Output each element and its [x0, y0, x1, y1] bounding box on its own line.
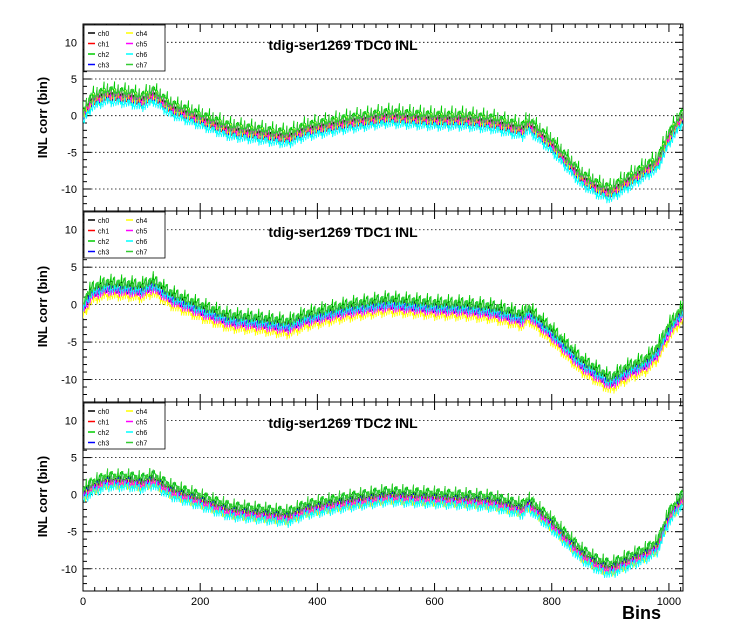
series-ch6-line: [83, 278, 683, 387]
y-tick-label: 5: [71, 262, 77, 274]
legend-label-ch1: ch1: [98, 420, 109, 427]
legend-label-ch3: ch3: [98, 63, 109, 70]
legend-label-ch6: ch6: [136, 239, 147, 246]
legend-label-ch7: ch7: [136, 63, 147, 70]
x-tick-label: 400: [308, 596, 326, 608]
y-tick-label: -5: [67, 337, 77, 349]
legend-label-ch5: ch5: [136, 229, 147, 236]
y-tick-label: 0: [71, 300, 77, 312]
y-axis-label: INL corr (bin): [35, 77, 50, 158]
legend-label-ch4: ch4: [136, 409, 147, 416]
x-axis-label: Bins: [622, 603, 661, 622]
legend-label-ch4: ch4: [136, 218, 147, 225]
chart-title: tdig-ser1269 TDC1 INL: [268, 224, 418, 240]
series-group: [83, 467, 683, 578]
y-tick-label: -5: [67, 527, 77, 539]
chart-panel-0: -10 -5 0 5 10 ch0 ch1 ch2 ch3 ch4 ch5 ch6 ch7 tdig-se…: [35, 23, 684, 212]
y-tick-label: 5: [71, 74, 77, 86]
legend: ch0 ch1 ch2 ch3 ch4 ch5 ch6 ch7: [83, 24, 166, 72]
chart-title: tdig-ser1269 TDC0 INL: [268, 37, 418, 53]
legend-label-ch5: ch5: [136, 42, 147, 49]
x-tick-label: 0: [80, 596, 86, 608]
series-ch4-line: [83, 476, 683, 577]
legend-label-ch7: ch7: [136, 250, 147, 257]
y-tick-label: 10: [65, 416, 77, 428]
legend-label-ch3: ch3: [98, 441, 109, 448]
legend-label-ch0: ch0: [98, 31, 109, 38]
legend-label-ch0: ch0: [98, 218, 109, 225]
legend-label-ch6: ch6: [136, 430, 147, 437]
legend-box: [83, 402, 166, 450]
y-tick-label: 0: [71, 111, 77, 123]
legend-label-ch2: ch2: [98, 239, 109, 246]
y-axis-label: INL corr (bin): [35, 266, 50, 347]
legend-label-ch2: ch2: [98, 430, 109, 437]
y-tick-label: -10: [61, 564, 77, 576]
x-tick-label: 1000: [657, 596, 681, 608]
y-tick-label: -10: [61, 375, 77, 387]
legend: ch0 ch1 ch2 ch3 ch4 ch5 ch6 ch7: [83, 211, 166, 259]
series-ch7-line: [83, 276, 683, 383]
legend-label-ch4: ch4: [136, 31, 147, 38]
y-tick-label: 0: [71, 490, 77, 502]
legend-label-ch6: ch6: [136, 52, 147, 59]
legend-label-ch1: ch1: [98, 229, 109, 236]
legend-label-ch1: ch1: [98, 42, 109, 49]
legend: ch0 ch1 ch2 ch3 ch4 ch5 ch6 ch7: [83, 402, 166, 450]
chart-title: tdig-ser1269 TDC2 INL: [268, 415, 418, 431]
series-ch7-line: [83, 468, 683, 569]
y-tick-label: 10: [65, 225, 77, 237]
y-tick-label: -10: [61, 184, 77, 196]
series-ch6-line: [83, 95, 683, 204]
series-ch6-line: [83, 479, 683, 578]
legend-label-ch3: ch3: [98, 250, 109, 257]
x-tick-label: 600: [425, 596, 443, 608]
legend-label-ch7: ch7: [136, 441, 147, 448]
panels: -10 -5 0 5 10 ch0 ch1 ch2 ch3 ch4 ch5 ch6 ch7 tdig-se…: [35, 23, 684, 623]
legend-label-ch2: ch2: [98, 52, 109, 59]
y-tick-label: -5: [67, 147, 77, 159]
legend-box: [83, 24, 166, 72]
legend-box: [83, 211, 166, 259]
series-ch7-line: [83, 84, 683, 195]
series-ch5-line: [83, 475, 683, 575]
series-ch5-line: [83, 283, 683, 389]
legend-label-ch5: ch5: [136, 420, 147, 427]
chart-panel-1: -10 -5 0 5 10 ch0 ch1 ch2 ch3 ch4 ch5 ch6 ch7 tdig-se…: [35, 210, 684, 403]
x-tick-label: 200: [191, 596, 209, 608]
legend-label-ch0: ch0: [98, 409, 109, 416]
series-group: [83, 271, 683, 394]
y-tick-label: 5: [71, 453, 77, 465]
series-group: [83, 81, 683, 204]
y-axis-label: INL corr (bin): [35, 456, 50, 537]
x-tick-label: 800: [543, 596, 561, 608]
y-tick-label: 10: [65, 37, 77, 49]
